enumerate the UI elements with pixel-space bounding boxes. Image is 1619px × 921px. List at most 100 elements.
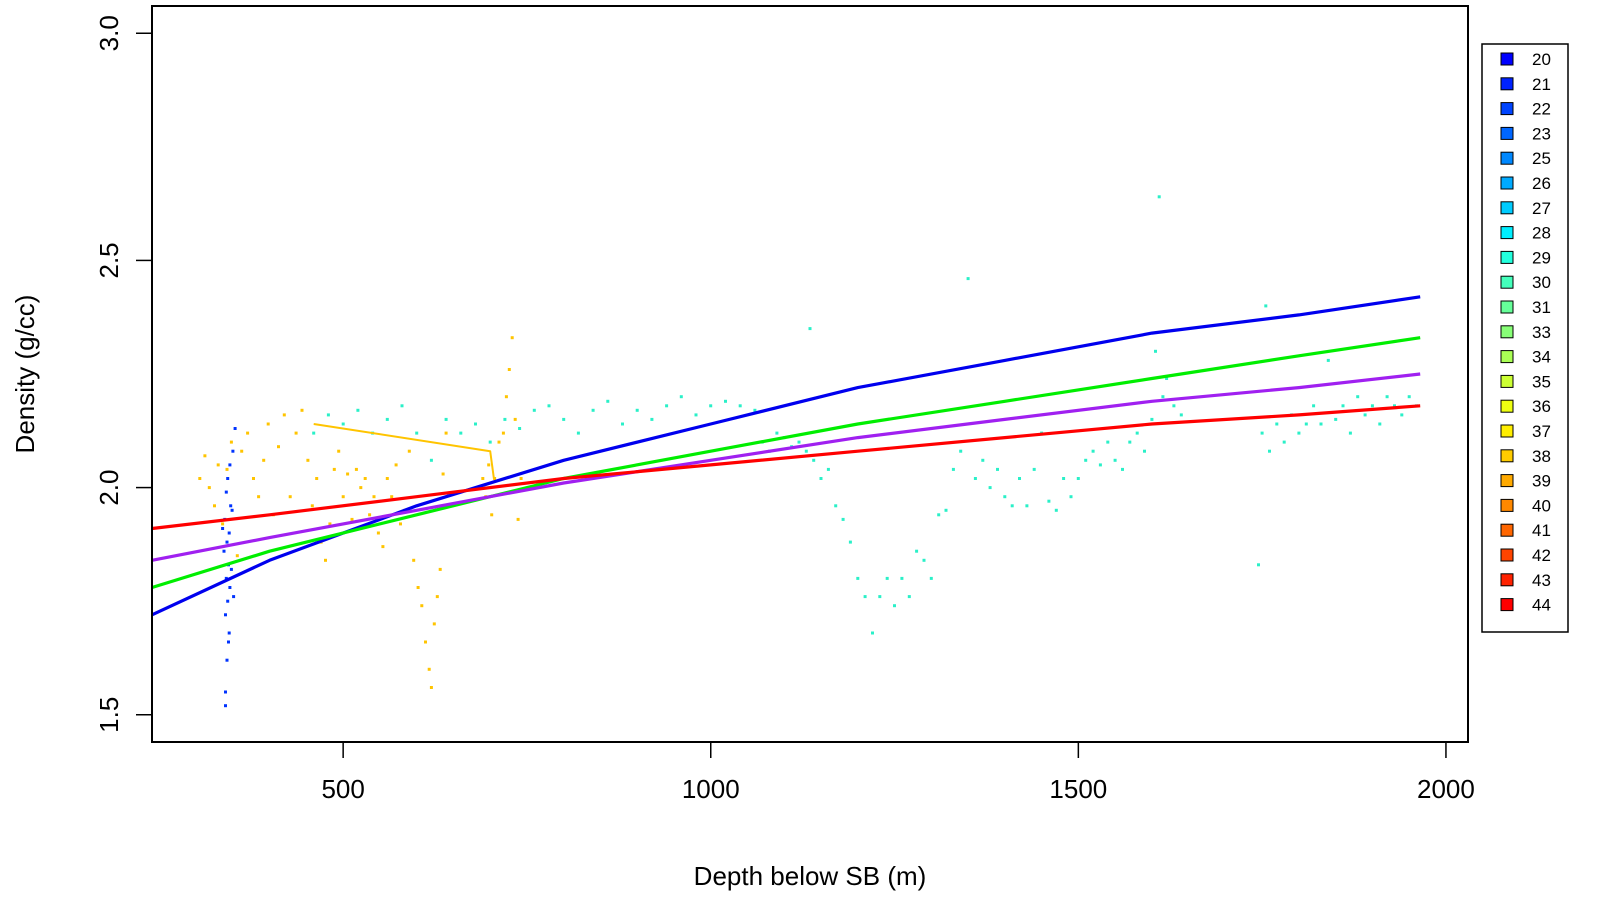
data-point (1370, 404, 1374, 408)
data-point (510, 336, 514, 340)
data-point (507, 368, 511, 371)
data-point (621, 422, 624, 426)
data-point (416, 586, 420, 589)
data-point (650, 417, 654, 421)
data-point (665, 404, 669, 408)
data-point (885, 576, 889, 580)
data-point (252, 477, 255, 480)
legend-label: 35 (1532, 372, 1551, 391)
data-point (381, 545, 385, 549)
data-point (848, 540, 852, 544)
legend-swatch (1500, 250, 1514, 264)
data-point (226, 477, 230, 480)
data-point (337, 449, 341, 453)
data-point (444, 431, 448, 435)
data-point (1154, 349, 1157, 353)
data-point (1326, 358, 1330, 362)
legend-label: 36 (1532, 397, 1551, 416)
legend-label: 34 (1532, 348, 1551, 367)
data-point (1257, 563, 1260, 567)
x-tick-label: 500 (321, 774, 364, 804)
data-point (288, 495, 292, 499)
data-point (225, 540, 229, 544)
data-point (1113, 458, 1117, 462)
data-point (1032, 467, 1036, 471)
legend-swatch (1500, 449, 1514, 463)
data-point (1165, 377, 1169, 380)
data-point (944, 508, 948, 512)
data-point (826, 467, 830, 471)
data-point (1121, 467, 1124, 471)
data-point (324, 558, 327, 562)
data-point (224, 490, 228, 494)
data-point (415, 431, 419, 435)
data-point (504, 395, 508, 399)
data-point (937, 513, 941, 517)
data-point (1407, 395, 1411, 399)
data-point (481, 477, 485, 480)
legend-swatch (1500, 325, 1514, 339)
fit-line (313, 423, 495, 479)
data-point (356, 408, 360, 412)
x-tick-label: 1000 (682, 774, 740, 804)
data-point (227, 531, 231, 535)
legend-label: 29 (1532, 248, 1551, 267)
fit-line (151, 336, 1421, 590)
data-point (724, 399, 727, 403)
data-point (893, 604, 896, 608)
data-point (376, 531, 380, 535)
data-point (738, 404, 742, 408)
data-point (277, 445, 280, 449)
legend-label: 37 (1532, 422, 1551, 441)
legend-label: 38 (1532, 447, 1551, 466)
data-point (519, 477, 523, 480)
data-point (233, 427, 237, 430)
legend-swatch (1500, 523, 1514, 537)
data-point (1106, 440, 1110, 444)
data-point (1312, 404, 1316, 408)
data-point (834, 504, 838, 508)
data-point (346, 472, 350, 476)
data-point (222, 549, 226, 553)
data-point (1282, 440, 1286, 444)
data-point (1047, 499, 1051, 503)
data-point (407, 449, 411, 453)
data-point (332, 467, 336, 471)
data-point (372, 495, 376, 499)
y-tick-label: 3.0 (94, 15, 124, 51)
legend-swatch (1500, 275, 1514, 289)
legend-label: 23 (1532, 124, 1551, 143)
data-point (753, 408, 757, 412)
data-point (368, 513, 372, 517)
legend-swatch (1500, 201, 1514, 215)
data-point (240, 449, 244, 453)
data-point (1356, 395, 1360, 399)
data-point (1304, 422, 1308, 426)
data-point (1098, 463, 1102, 467)
data-point (390, 495, 394, 499)
data-point (232, 595, 236, 599)
legend-label: 40 (1532, 496, 1551, 515)
data-point (1363, 413, 1367, 417)
data-point (951, 467, 955, 471)
data-point (385, 477, 389, 480)
data-point (871, 631, 874, 635)
data-point (227, 640, 230, 644)
data-point (1054, 508, 1058, 512)
data-point (257, 495, 261, 499)
data-point (350, 517, 354, 521)
data-point (216, 463, 220, 467)
legend-swatch (1500, 300, 1514, 314)
data-point (229, 440, 233, 444)
data-point (812, 458, 816, 462)
legend-swatch (1500, 226, 1514, 240)
data-point (420, 604, 424, 608)
data-point (441, 472, 445, 476)
data-point (224, 613, 227, 617)
legend-label: 22 (1532, 100, 1551, 119)
legend-swatch (1500, 573, 1514, 587)
data-point (363, 477, 367, 480)
data-point (221, 527, 225, 530)
data-point (973, 477, 977, 480)
legend-swatch (1500, 350, 1514, 364)
